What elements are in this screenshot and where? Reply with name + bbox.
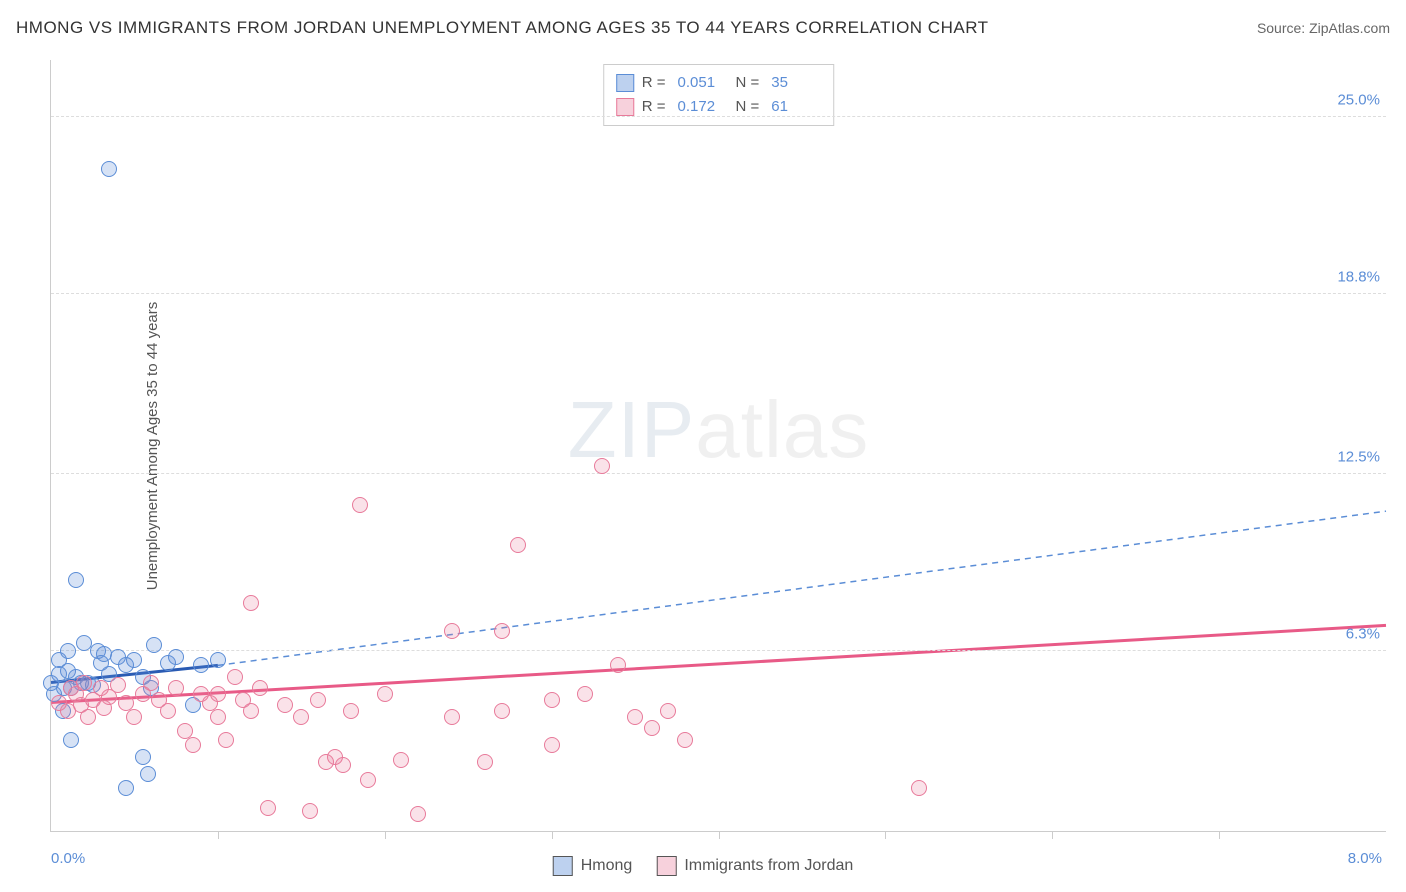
x-tick — [719, 831, 720, 839]
data-point-b — [594, 458, 610, 474]
swatch-b-icon — [616, 98, 634, 116]
data-point-b — [627, 709, 643, 725]
grid-line — [51, 473, 1386, 474]
x-tick — [885, 831, 886, 839]
data-point-b — [252, 680, 268, 696]
source-label: Source: ZipAtlas.com — [1257, 20, 1390, 36]
data-point-a — [140, 766, 156, 782]
data-point-b — [343, 703, 359, 719]
data-point-b — [335, 757, 351, 773]
y-tick-label: 25.0% — [1337, 92, 1380, 109]
data-point-b — [510, 537, 526, 553]
legend-item-b: Immigrants from Jordan — [656, 856, 853, 876]
data-point-b — [544, 737, 560, 753]
swatch-a-icon — [616, 74, 634, 92]
data-point-b — [677, 732, 693, 748]
grid-line — [51, 116, 1386, 117]
data-point-b — [243, 703, 259, 719]
data-point-b — [352, 497, 368, 513]
data-point-b — [610, 657, 626, 673]
r-value-a: 0.051 — [678, 71, 728, 95]
data-point-a — [210, 652, 226, 668]
x-tick — [1219, 831, 1220, 839]
x-tick — [1052, 831, 1053, 839]
chart-title: HMONG VS IMMIGRANTS FROM JORDAN UNEMPLOY… — [16, 18, 989, 38]
grid-line — [51, 293, 1386, 294]
data-point-b — [168, 680, 184, 696]
legend-label-b: Immigrants from Jordan — [684, 857, 853, 875]
data-point-b — [293, 709, 309, 725]
legend: Hmong Immigrants from Jordan — [553, 856, 854, 876]
data-point-a — [126, 652, 142, 668]
data-point-b — [227, 669, 243, 685]
legend-swatch-b-icon — [656, 856, 676, 876]
grid-line — [51, 650, 1386, 651]
data-point-b — [243, 595, 259, 611]
r-label: R = — [642, 71, 666, 95]
data-point-b — [494, 623, 510, 639]
data-point-a — [146, 637, 162, 653]
data-point-b — [210, 686, 226, 702]
data-point-b — [185, 737, 201, 753]
data-point-b — [444, 623, 460, 639]
data-point-b — [210, 709, 226, 725]
data-point-b — [260, 800, 276, 816]
data-point-a — [68, 572, 84, 588]
x-tick — [552, 831, 553, 839]
data-point-b — [277, 697, 293, 713]
data-point-a — [60, 643, 76, 659]
data-point-b — [660, 703, 676, 719]
data-point-b — [143, 675, 159, 691]
data-point-b — [393, 752, 409, 768]
x-axis-end-label: 8.0% — [1348, 850, 1382, 867]
legend-label-a: Hmong — [581, 857, 633, 875]
x-tick — [218, 831, 219, 839]
data-point-b — [577, 686, 593, 702]
data-point-a — [63, 732, 79, 748]
x-tick — [385, 831, 386, 839]
data-point-b — [160, 703, 176, 719]
data-point-a — [168, 649, 184, 665]
data-point-b — [76, 675, 92, 691]
data-point-b — [310, 692, 326, 708]
data-point-b — [444, 709, 460, 725]
y-tick-label: 6.3% — [1346, 626, 1380, 643]
corr-row-a: R = 0.051 N = 35 — [616, 71, 822, 95]
x-axis-start-label: 0.0% — [51, 850, 85, 867]
data-point-b — [410, 806, 426, 822]
data-point-b — [360, 772, 376, 788]
data-point-a — [101, 161, 117, 177]
y-tick-label: 18.8% — [1337, 269, 1380, 286]
data-point-a — [135, 749, 151, 765]
n-value-a: 35 — [771, 71, 821, 95]
n-label: N = — [736, 71, 760, 95]
data-point-b — [126, 709, 142, 725]
legend-item-a: Hmong — [553, 856, 633, 876]
data-point-b — [644, 720, 660, 736]
data-point-a — [193, 657, 209, 673]
data-point-b — [110, 677, 126, 693]
data-point-b — [218, 732, 234, 748]
data-point-b — [494, 703, 510, 719]
data-point-b — [544, 692, 560, 708]
data-point-a — [118, 780, 134, 796]
data-point-b — [377, 686, 393, 702]
data-point-b — [302, 803, 318, 819]
y-tick-label: 12.5% — [1337, 449, 1380, 466]
plot-area: ZIPatlas R = 0.051 N = 35 R = 0.172 N = … — [50, 60, 1386, 832]
data-point-b — [477, 754, 493, 770]
data-point-b — [80, 709, 96, 725]
legend-swatch-a-icon — [553, 856, 573, 876]
data-point-b — [911, 780, 927, 796]
